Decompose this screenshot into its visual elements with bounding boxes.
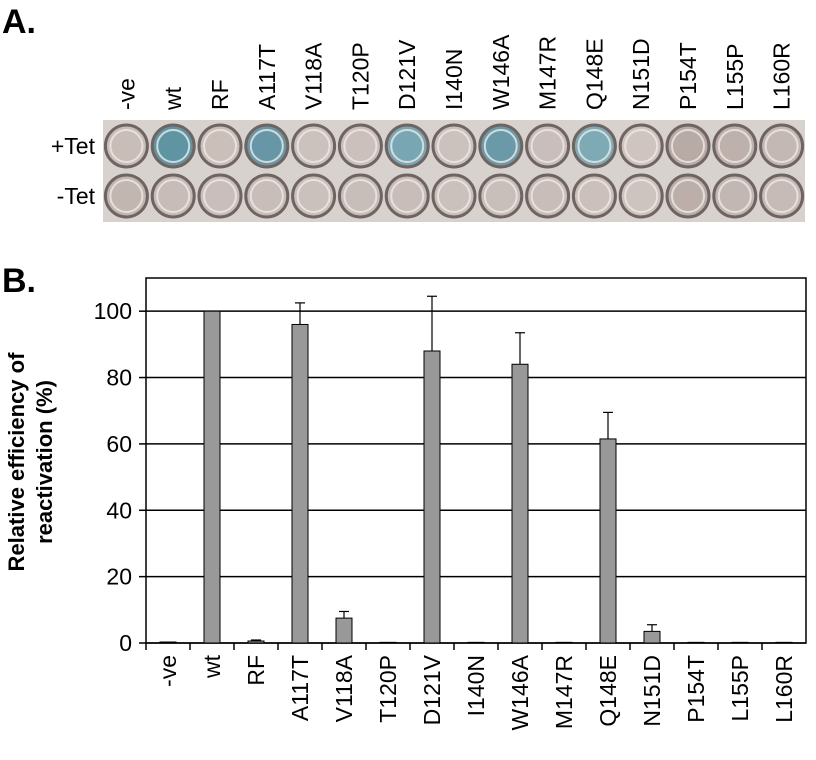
bar	[732, 642, 748, 643]
x-tick-label: L160R	[771, 655, 797, 723]
bar	[292, 324, 308, 643]
column-label: M147R	[535, 36, 561, 110]
bar	[380, 642, 396, 643]
y-tick-label: 40	[106, 497, 132, 523]
bar	[424, 351, 440, 643]
well	[761, 125, 803, 167]
well	[152, 125, 194, 167]
well	[573, 125, 615, 167]
well	[199, 175, 241, 217]
bar	[688, 642, 704, 643]
well	[246, 175, 288, 217]
bar	[160, 642, 176, 643]
bar	[512, 364, 528, 643]
well	[246, 125, 288, 167]
column-label: N151D	[628, 38, 654, 110]
bar	[776, 642, 792, 643]
x-tick-label: I140N	[463, 655, 489, 716]
bar	[644, 631, 660, 643]
column-label: V118A	[301, 42, 327, 110]
y-tick-label: 60	[106, 431, 132, 457]
column-label: -ve	[113, 78, 139, 110]
well	[667, 175, 709, 217]
column-label: I140N	[441, 49, 467, 110]
y-axis-label: Relative efficiency of	[4, 352, 29, 572]
column-label: D121V	[394, 39, 420, 110]
well	[620, 175, 662, 217]
well	[527, 175, 569, 217]
x-tick-label: D121V	[419, 654, 445, 725]
bar	[336, 618, 352, 643]
column-label: L155P	[722, 43, 748, 110]
well	[527, 125, 569, 167]
panel-label: A.	[2, 3, 36, 41]
x-tick-label: wt	[199, 654, 225, 679]
well	[667, 125, 709, 167]
bar	[204, 311, 220, 643]
x-tick-label: W146A	[507, 654, 533, 730]
y-tick-label: 100	[94, 298, 132, 324]
x-tick-label: P154T	[683, 655, 709, 723]
x-tick-label: N151D	[639, 655, 665, 727]
y-tick-label: 80	[106, 365, 132, 391]
well	[105, 175, 147, 217]
x-tick-label: Q148E	[595, 655, 621, 727]
well	[573, 175, 615, 217]
bar	[468, 642, 484, 643]
well	[386, 125, 428, 167]
well	[152, 175, 194, 217]
y-tick-label: 20	[106, 564, 132, 590]
well	[293, 175, 335, 217]
well	[480, 175, 522, 217]
well	[761, 175, 803, 217]
column-label: W146A	[488, 34, 514, 110]
column-label: RF	[207, 79, 233, 110]
well	[339, 125, 381, 167]
row-label: +Tet	[51, 133, 96, 159]
well	[105, 125, 147, 167]
column-label: wt	[160, 86, 186, 111]
well	[386, 175, 428, 217]
x-tick-label: A117T	[287, 655, 313, 721]
well	[199, 125, 241, 167]
y-axis-label: reactivation (%)	[32, 380, 57, 544]
x-tick-label: M147R	[551, 655, 577, 729]
well	[339, 175, 381, 217]
column-label: A117T	[254, 44, 280, 110]
well	[480, 125, 522, 167]
y-tick-label: 0	[119, 630, 132, 656]
bar	[600, 439, 616, 643]
plot-frame	[146, 278, 806, 643]
well	[620, 125, 662, 167]
panel-label: B.	[2, 262, 36, 300]
well	[433, 125, 475, 167]
well	[433, 175, 475, 217]
x-tick-label: RF	[243, 655, 269, 686]
column-label: L160R	[769, 42, 795, 110]
bar	[556, 642, 572, 643]
well	[293, 125, 335, 167]
x-tick-label: T120P	[375, 655, 401, 723]
well	[714, 125, 756, 167]
x-tick-label: -ve	[155, 655, 181, 687]
column-label: T120P	[347, 42, 373, 110]
bar	[248, 641, 264, 643]
row-label: -Tet	[57, 183, 96, 209]
well	[714, 175, 756, 217]
x-tick-label: L155P	[727, 655, 753, 722]
column-label: P154T	[675, 42, 701, 110]
column-label: Q148E	[581, 38, 607, 110]
x-tick-label: V118A	[331, 654, 357, 722]
